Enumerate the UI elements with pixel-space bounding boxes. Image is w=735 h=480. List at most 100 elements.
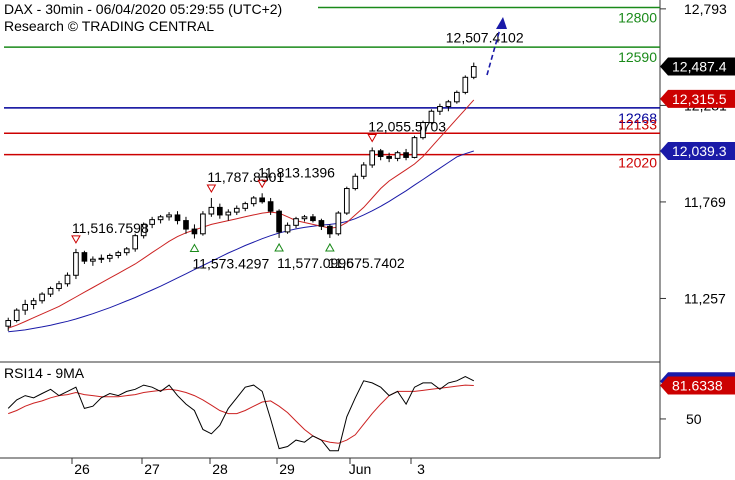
rsi-line (7, 376, 475, 452)
candle (369, 147, 376, 168)
candle-body (183, 220, 189, 230)
candle (13, 308, 20, 323)
candle-body (115, 252, 122, 256)
candle (335, 211, 342, 236)
time-label: 27 (144, 461, 160, 477)
peak-label: 11,516.7598 (72, 220, 149, 236)
candle-body (166, 214, 172, 218)
candle-body (217, 206, 223, 216)
candle (174, 211, 181, 225)
candle-body (64, 274, 71, 285)
candle-body (90, 258, 96, 262)
candle-body (352, 175, 359, 190)
candle (56, 280, 62, 292)
level-label-12268: 12268 (618, 110, 657, 126)
moving-averages (8, 99, 475, 333)
candle-body (369, 150, 376, 166)
rsi-tag-bg (660, 376, 735, 395)
price-tag-text: 12,487.4 (672, 58, 727, 74)
candle (140, 222, 147, 239)
level-label-12133: 12133 (618, 116, 657, 132)
candle-body (284, 224, 291, 233)
peak-marker (367, 133, 378, 143)
candle (149, 216, 155, 229)
candle (310, 213, 316, 223)
peak-label: 12,507.4102 (446, 30, 524, 46)
candle-body (22, 303, 28, 311)
peak-label: 11,787.8301 (207, 169, 284, 185)
candle-body (386, 155, 392, 159)
candle (115, 250, 122, 259)
peak-marker (257, 179, 268, 189)
candle (293, 216, 299, 229)
candle-body (140, 223, 147, 237)
candle-body (13, 309, 20, 322)
candle (183, 216, 189, 234)
price-tick-label: 11,257 (684, 290, 726, 306)
candle (233, 205, 240, 215)
candle-body (462, 76, 469, 93)
candle-body (445, 101, 452, 108)
candle (73, 248, 79, 280)
candle (225, 209, 232, 221)
candle-body (56, 283, 62, 289)
candle (30, 297, 37, 310)
candlesticks (5, 62, 477, 331)
candle (191, 224, 198, 239)
price-tag-text: 12,039.3 (672, 143, 727, 159)
candle (445, 99, 452, 112)
time-axis: 26 27 28 29 Jun 3 (71, 458, 425, 477)
trough-label: 11,577.0996 (277, 255, 354, 271)
candle-body (394, 152, 401, 159)
candle (47, 286, 54, 297)
rsi-panel: 5085.633281.6338 (7, 372, 735, 452)
trough-label: 11,573.4297 (192, 256, 269, 272)
candle-body (225, 211, 232, 216)
candle-body (318, 220, 325, 227)
candle-body (259, 197, 265, 203)
candle-body (411, 137, 418, 158)
candle (454, 90, 460, 104)
candle (276, 209, 282, 238)
candle (259, 193, 265, 204)
rsi-tag-text: 81.6338 (672, 377, 723, 393)
candle (250, 196, 257, 207)
peak-marker (71, 235, 81, 244)
candle-body (250, 197, 257, 205)
candle (386, 152, 392, 163)
candle (428, 109, 435, 125)
candle-body (276, 210, 282, 233)
candle-body (403, 152, 409, 158)
candle-body (106, 254, 113, 259)
candle (284, 222, 291, 234)
candle (81, 250, 88, 264)
trough-marker (274, 242, 284, 252)
candle-body (242, 203, 249, 209)
candle (123, 246, 130, 256)
price-tag: 12,487.4 (660, 57, 735, 76)
candle-body (335, 212, 342, 235)
time-label: Jun (349, 461, 372, 477)
rsi-label: RSI14 - 9MA (4, 365, 85, 381)
candle-body (301, 216, 308, 220)
price-tag-bg (660, 57, 735, 76)
forecast-arrow (486, 17, 507, 76)
level-label-12020: 12020 (618, 155, 657, 171)
candle-body (132, 235, 139, 250)
chart-title: DAX - 30min - 06/04/2020 05:29:55 (UTC+2… (4, 1, 282, 17)
candle (470, 62, 477, 80)
time-label: 3 (417, 461, 425, 477)
chart-subtitle: Research © TRADING CENTRAL (4, 18, 214, 34)
candle-body (123, 248, 130, 254)
candle-body (428, 110, 435, 124)
peak-marker (206, 184, 217, 193)
candle-body (98, 257, 105, 260)
level-label-12800: 12800 (618, 10, 657, 26)
price-tag-bg (660, 89, 735, 108)
peak-label: 12,055.5703 (368, 118, 446, 134)
candle (132, 233, 139, 252)
candle-body (310, 216, 316, 222)
candle-body (327, 225, 333, 235)
